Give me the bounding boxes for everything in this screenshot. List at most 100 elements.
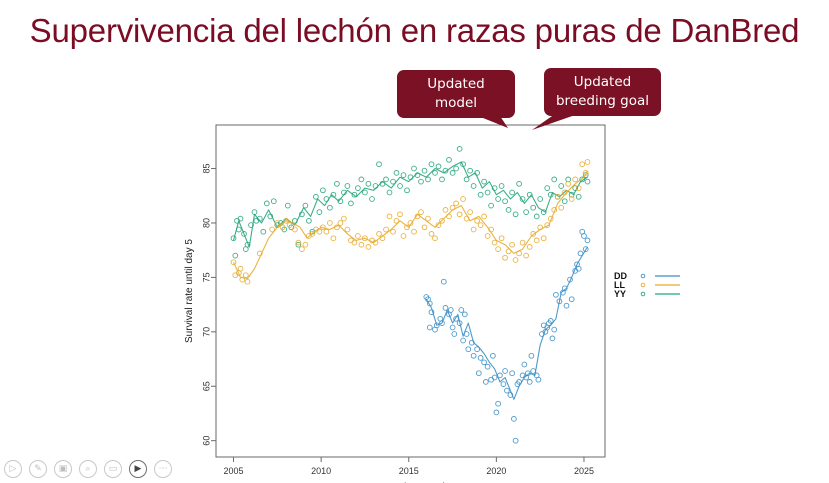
data-point xyxy=(540,322,547,329)
data-point xyxy=(251,209,258,215)
data-point xyxy=(521,361,528,368)
data-point xyxy=(432,235,438,242)
y-tick-label: 85 xyxy=(201,164,211,174)
data-point xyxy=(463,176,470,183)
data-point xyxy=(309,231,316,237)
data-point xyxy=(456,320,463,326)
data-point xyxy=(327,220,333,226)
data-point xyxy=(495,400,501,407)
slide-title: Supervivencia del lechón en razas puras … xyxy=(29,12,800,49)
data-point xyxy=(516,180,522,187)
data-point xyxy=(283,217,289,224)
data-point xyxy=(239,276,246,283)
data-point xyxy=(481,178,487,185)
camera-icon[interactable]: ▶ xyxy=(129,460,147,478)
data-point xyxy=(421,224,428,231)
slides-icon[interactable]: ▣ xyxy=(54,460,72,478)
data-point xyxy=(376,161,382,168)
data-point xyxy=(516,250,522,257)
data-point xyxy=(390,178,396,185)
data-point xyxy=(582,170,589,176)
data-point xyxy=(446,156,452,163)
legend-marker xyxy=(640,291,646,297)
data-point xyxy=(558,204,565,211)
data-point xyxy=(547,215,554,222)
data-point xyxy=(528,352,535,359)
data-point xyxy=(495,246,501,252)
x-tick-label: 2015 xyxy=(399,466,419,476)
data-point xyxy=(295,239,302,246)
data-point xyxy=(575,193,582,200)
data-point xyxy=(337,220,344,226)
data-point xyxy=(274,220,281,226)
play-icon[interactable]: ▷ xyxy=(4,460,22,478)
data-point xyxy=(568,296,575,303)
data-point xyxy=(547,191,554,198)
data-point xyxy=(512,257,519,263)
data-point xyxy=(498,183,505,189)
more-options-icon[interactable]: ⋯ xyxy=(154,460,172,478)
series-yy xyxy=(230,146,591,259)
data-point xyxy=(386,189,393,196)
callout-tail xyxy=(478,116,508,128)
data-point xyxy=(316,228,323,235)
data-point xyxy=(320,187,326,194)
data-point xyxy=(442,305,449,311)
data-point xyxy=(470,226,477,233)
data-point xyxy=(533,213,540,220)
data-point xyxy=(256,215,263,222)
data-point xyxy=(248,222,254,228)
data-point xyxy=(260,228,267,235)
data-point xyxy=(393,217,400,224)
data-point xyxy=(470,183,477,189)
data-point xyxy=(465,346,472,353)
data-point xyxy=(572,176,579,183)
data-point xyxy=(376,231,382,237)
data-point xyxy=(502,254,508,261)
data-point xyxy=(344,183,351,189)
callout-line: Updated xyxy=(573,74,632,90)
data-point xyxy=(544,222,551,228)
data-point xyxy=(284,202,291,209)
data-point xyxy=(400,233,407,239)
data-point xyxy=(540,209,547,215)
data-point xyxy=(551,207,558,213)
data-point xyxy=(327,204,333,211)
data-point xyxy=(475,370,482,377)
data-point xyxy=(526,379,533,385)
data-point xyxy=(493,409,500,416)
data-point xyxy=(330,191,337,198)
callout-tails xyxy=(478,114,578,130)
data-point xyxy=(379,180,386,187)
pen-icon[interactable]: ✎ xyxy=(29,460,47,478)
data-point xyxy=(256,250,263,257)
data-point xyxy=(446,213,452,220)
data-point xyxy=(509,189,515,196)
data-point xyxy=(537,224,544,231)
data-point xyxy=(577,250,584,257)
data-point xyxy=(362,235,368,242)
data-point xyxy=(235,226,242,233)
data-point xyxy=(241,231,247,237)
data-point xyxy=(551,176,558,183)
data-point xyxy=(348,200,354,207)
data-point xyxy=(244,278,251,285)
data-point xyxy=(302,202,309,209)
data-point xyxy=(442,207,449,213)
data-point xyxy=(584,178,591,185)
data-point xyxy=(244,241,251,248)
x-tick-label: 2010 xyxy=(311,466,331,476)
legend-marker xyxy=(640,273,646,279)
zoom-icon[interactable]: ⌕ xyxy=(79,460,97,478)
data-point xyxy=(512,437,519,444)
data-point xyxy=(463,215,470,222)
data-point xyxy=(232,272,239,279)
data-point xyxy=(263,200,270,207)
subtitles-icon[interactable]: ▭ xyxy=(104,460,122,478)
data-point xyxy=(253,217,260,224)
legend-label: YY xyxy=(614,289,626,299)
callout-line: model xyxy=(434,95,478,111)
data-point xyxy=(474,217,480,224)
y-tick-label: 70 xyxy=(201,327,211,337)
